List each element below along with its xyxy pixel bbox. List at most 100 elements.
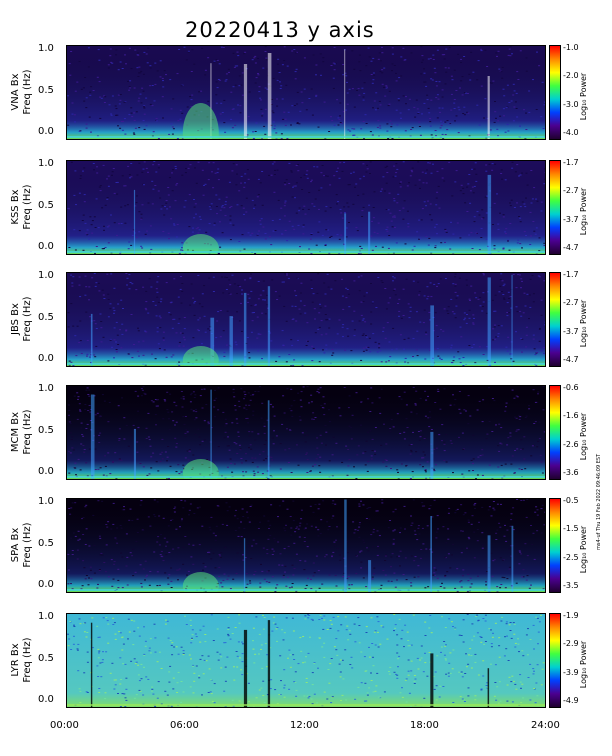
noise-speck bbox=[307, 697, 310, 699]
noise-speck bbox=[381, 502, 384, 504]
noise-speck bbox=[437, 391, 440, 392]
activity-streak bbox=[243, 292, 247, 366]
noise-speck bbox=[374, 341, 377, 343]
noise-speck bbox=[93, 320, 96, 322]
noise-speck bbox=[419, 397, 422, 399]
noise-speck bbox=[193, 63, 196, 65]
noise-speck bbox=[360, 424, 362, 426]
noise-speck bbox=[525, 235, 527, 236]
noise-speck bbox=[150, 248, 153, 250]
noise-speck bbox=[440, 651, 442, 653]
noise-speck bbox=[153, 499, 156, 501]
noise-speck bbox=[82, 534, 85, 535]
noise-speck bbox=[285, 84, 288, 86]
noise-speck bbox=[234, 65, 237, 67]
noise-speck bbox=[393, 529, 396, 531]
noise-speck bbox=[499, 442, 502, 444]
noise-speck bbox=[330, 116, 332, 118]
noise-speck bbox=[249, 278, 252, 280]
noise-speck bbox=[151, 688, 154, 690]
noise-speck bbox=[501, 291, 503, 292]
noise-speck bbox=[245, 211, 248, 213]
noise-speck bbox=[123, 509, 126, 511]
noise-speck bbox=[520, 702, 523, 704]
noise-speck bbox=[396, 413, 399, 415]
noise-speck bbox=[188, 514, 190, 516]
noise-speck bbox=[302, 386, 305, 388]
noise-speck bbox=[286, 138, 289, 139]
noise-speck bbox=[474, 653, 477, 655]
noise-speck bbox=[105, 651, 108, 653]
noise-speck bbox=[412, 614, 415, 616]
noise-speck bbox=[356, 454, 359, 456]
noise-speck bbox=[291, 583, 294, 584]
noise-speck bbox=[498, 645, 501, 647]
noise-speck bbox=[78, 284, 81, 286]
noise-speck bbox=[83, 100, 86, 102]
noise-speck bbox=[233, 66, 236, 68]
noise-speck bbox=[364, 464, 367, 466]
noise-speck bbox=[252, 539, 255, 541]
noise-speck bbox=[273, 191, 276, 193]
noise-speck bbox=[301, 189, 304, 190]
noise-speck bbox=[268, 581, 271, 583]
noise-speck bbox=[472, 462, 474, 464]
noise-speck bbox=[187, 50, 190, 52]
noise-speck bbox=[115, 321, 118, 323]
noise-speck bbox=[360, 401, 363, 403]
noise-speck bbox=[515, 582, 518, 584]
noise-speck bbox=[121, 636, 124, 638]
noise-speck bbox=[117, 568, 120, 570]
noise-speck bbox=[244, 557, 247, 559]
noise-speck bbox=[85, 123, 88, 125]
noise-speck bbox=[248, 447, 250, 449]
noise-speck bbox=[370, 455, 373, 457]
noise-speck bbox=[421, 113, 423, 115]
y-tick-label: 0.5 bbox=[38, 199, 54, 211]
activity-streak bbox=[229, 316, 233, 366]
noise-speck bbox=[402, 207, 405, 209]
noise-speck bbox=[187, 167, 190, 169]
noise-speck bbox=[526, 654, 529, 656]
noise-speck bbox=[276, 703, 279, 705]
noise-speck bbox=[167, 194, 170, 196]
noise-speck bbox=[106, 198, 109, 200]
noise-speck bbox=[434, 671, 437, 673]
noise-speck bbox=[313, 572, 316, 574]
noise-speck bbox=[263, 515, 266, 517]
noise-speck bbox=[222, 579, 225, 581]
noise-speck bbox=[500, 325, 503, 327]
noise-speck bbox=[419, 464, 422, 466]
noise-speck bbox=[313, 308, 316, 310]
noise-speck bbox=[494, 163, 497, 165]
noise-speck bbox=[182, 398, 185, 400]
noise-speck bbox=[340, 122, 343, 124]
noise-speck bbox=[93, 545, 96, 546]
noise-speck bbox=[137, 327, 139, 329]
noise-speck bbox=[401, 696, 404, 698]
noise-speck bbox=[429, 282, 432, 284]
noise-speck bbox=[188, 509, 191, 511]
noise-speck bbox=[184, 172, 187, 174]
noise-speck bbox=[365, 632, 368, 633]
noise-speck bbox=[436, 655, 439, 657]
noise-speck bbox=[416, 657, 419, 659]
noise-speck bbox=[99, 662, 102, 664]
noise-speck bbox=[504, 410, 507, 412]
noise-speck bbox=[82, 87, 85, 89]
noise-speck bbox=[301, 432, 304, 434]
noise-speck bbox=[441, 107, 444, 109]
noise-speck bbox=[300, 292, 302, 294]
noise-speck bbox=[297, 464, 300, 466]
noise-speck bbox=[423, 295, 426, 297]
noise-speck bbox=[399, 182, 401, 184]
noise-speck bbox=[441, 440, 443, 442]
noise-speck bbox=[505, 107, 508, 109]
noise-speck bbox=[303, 57, 306, 59]
noise-speck bbox=[115, 341, 117, 343]
colorbar-tick: -3.7 bbox=[563, 326, 579, 336]
noise-speck bbox=[494, 682, 497, 683]
noise-speck bbox=[543, 104, 545, 106]
noise-speck bbox=[529, 663, 532, 665]
noise-speck bbox=[481, 306, 484, 307]
